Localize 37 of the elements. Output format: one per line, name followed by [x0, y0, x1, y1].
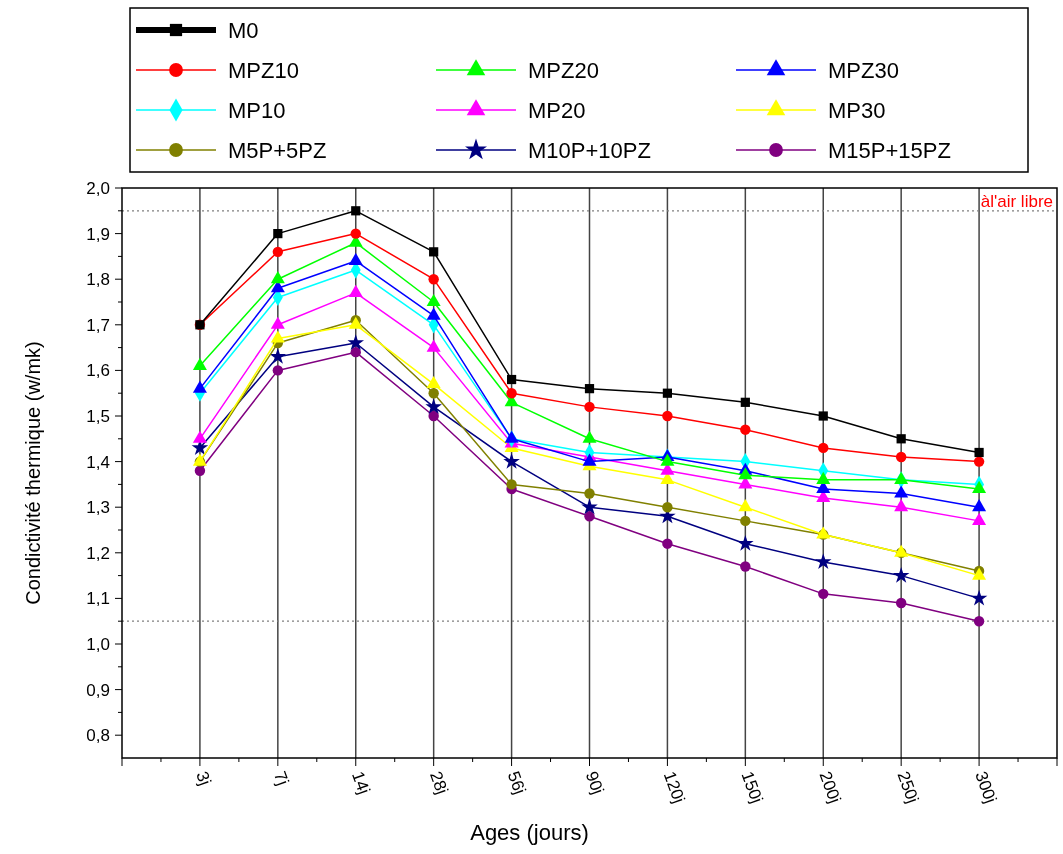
legend-label: MP10 [228, 98, 286, 123]
legend-label: MPZ20 [528, 58, 599, 83]
x-tick-label: 300j [971, 768, 1001, 806]
y-tick-label: 1,6 [86, 361, 110, 381]
x-tick-label: 200j [815, 768, 845, 806]
y-tick-label: 1,0 [86, 635, 110, 654]
x-tick-label: 3j [192, 768, 215, 788]
legend-label: MPZ10 [228, 58, 299, 83]
legend-label: M0 [228, 18, 259, 43]
y-tick-label: 1,3 [86, 498, 110, 518]
y-tick-label: 1,4 [86, 452, 110, 472]
y-tick-label: 1,8 [86, 270, 110, 290]
legend-label: M5P+5PZ [228, 138, 327, 163]
legend-label: M15P+15PZ [828, 138, 951, 163]
x-tick-label: 28j [425, 768, 452, 797]
legend-label: MP30 [828, 98, 886, 123]
x-tick-label: 150j [737, 768, 767, 806]
y-tick-label: 0,9 [86, 680, 110, 700]
y-tick-label: 1,7 [86, 315, 110, 335]
y-tick-label: 1,2 [86, 543, 110, 563]
y-tick-label: 1,5 [86, 407, 110, 426]
x-tick-label: 90j [581, 768, 608, 797]
legend-label: M10P+10PZ [528, 138, 651, 163]
x-tick-label: 120j [659, 768, 689, 806]
y-tick-label: 2,0 [86, 179, 110, 198]
y-tick-label: 1,9 [86, 224, 110, 244]
x-axis-title: Ages (jours) [470, 820, 589, 845]
y-axis-title: Condictivité thermique (w/mk) [22, 341, 44, 605]
ref-line-label: àl'air libre [980, 191, 1053, 211]
x-tick-label: 14j [347, 768, 374, 797]
x-tick-label: 7j [270, 768, 293, 788]
legend-label: MPZ30 [828, 58, 899, 83]
legend-label: MP20 [528, 98, 586, 123]
x-tick-label: 250j [893, 768, 923, 806]
x-tick-label: 56j [503, 768, 530, 797]
y-tick-label: 0,8 [86, 726, 110, 746]
y-tick-label: 1,1 [86, 589, 110, 609]
